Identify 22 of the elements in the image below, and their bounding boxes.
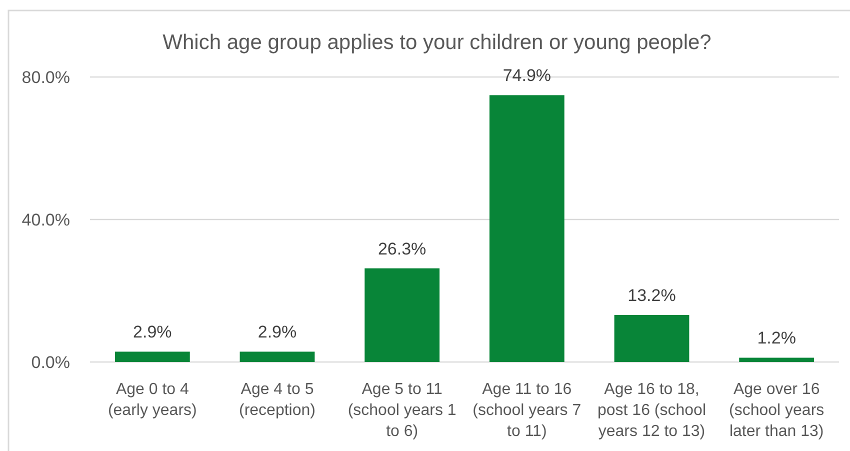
bar (240, 352, 315, 362)
chart-title: Which age group applies to your children or young people? (162, 31, 712, 54)
y-tick-label: 80.0% (22, 68, 70, 87)
x-tick-label: Age 16 to 18, post 16 (school years 12 to 13) (597, 381, 706, 440)
x-tick-label: Age 0 to 4 (early years) (108, 381, 197, 419)
data-label: 74.9% (502, 66, 552, 86)
data-label: 13.2% (628, 286, 676, 305)
bar (364, 268, 440, 362)
x-tick-label: Age 4 to 5 (reception) (239, 381, 316, 419)
bar (614, 314, 690, 362)
y-tick-label: 40.0% (22, 210, 70, 230)
bar (489, 95, 564, 362)
data-label: 2.9% (133, 322, 172, 342)
y-tick-label: 0.0% (31, 352, 70, 372)
bar (739, 358, 814, 362)
data-label: 26.3% (378, 239, 426, 258)
data-label: 2.9% (258, 322, 297, 342)
x-tick-label: Age 11 to 16 (school years 7 to 11) (472, 381, 582, 440)
bar (114, 352, 190, 362)
data-label: 1.2% (757, 328, 796, 348)
x-tick-label: Age 5 to 11 (school years 1 to 6) (348, 381, 456, 440)
x-tick-label: Age over 16 (school years later than 13) (729, 381, 824, 440)
